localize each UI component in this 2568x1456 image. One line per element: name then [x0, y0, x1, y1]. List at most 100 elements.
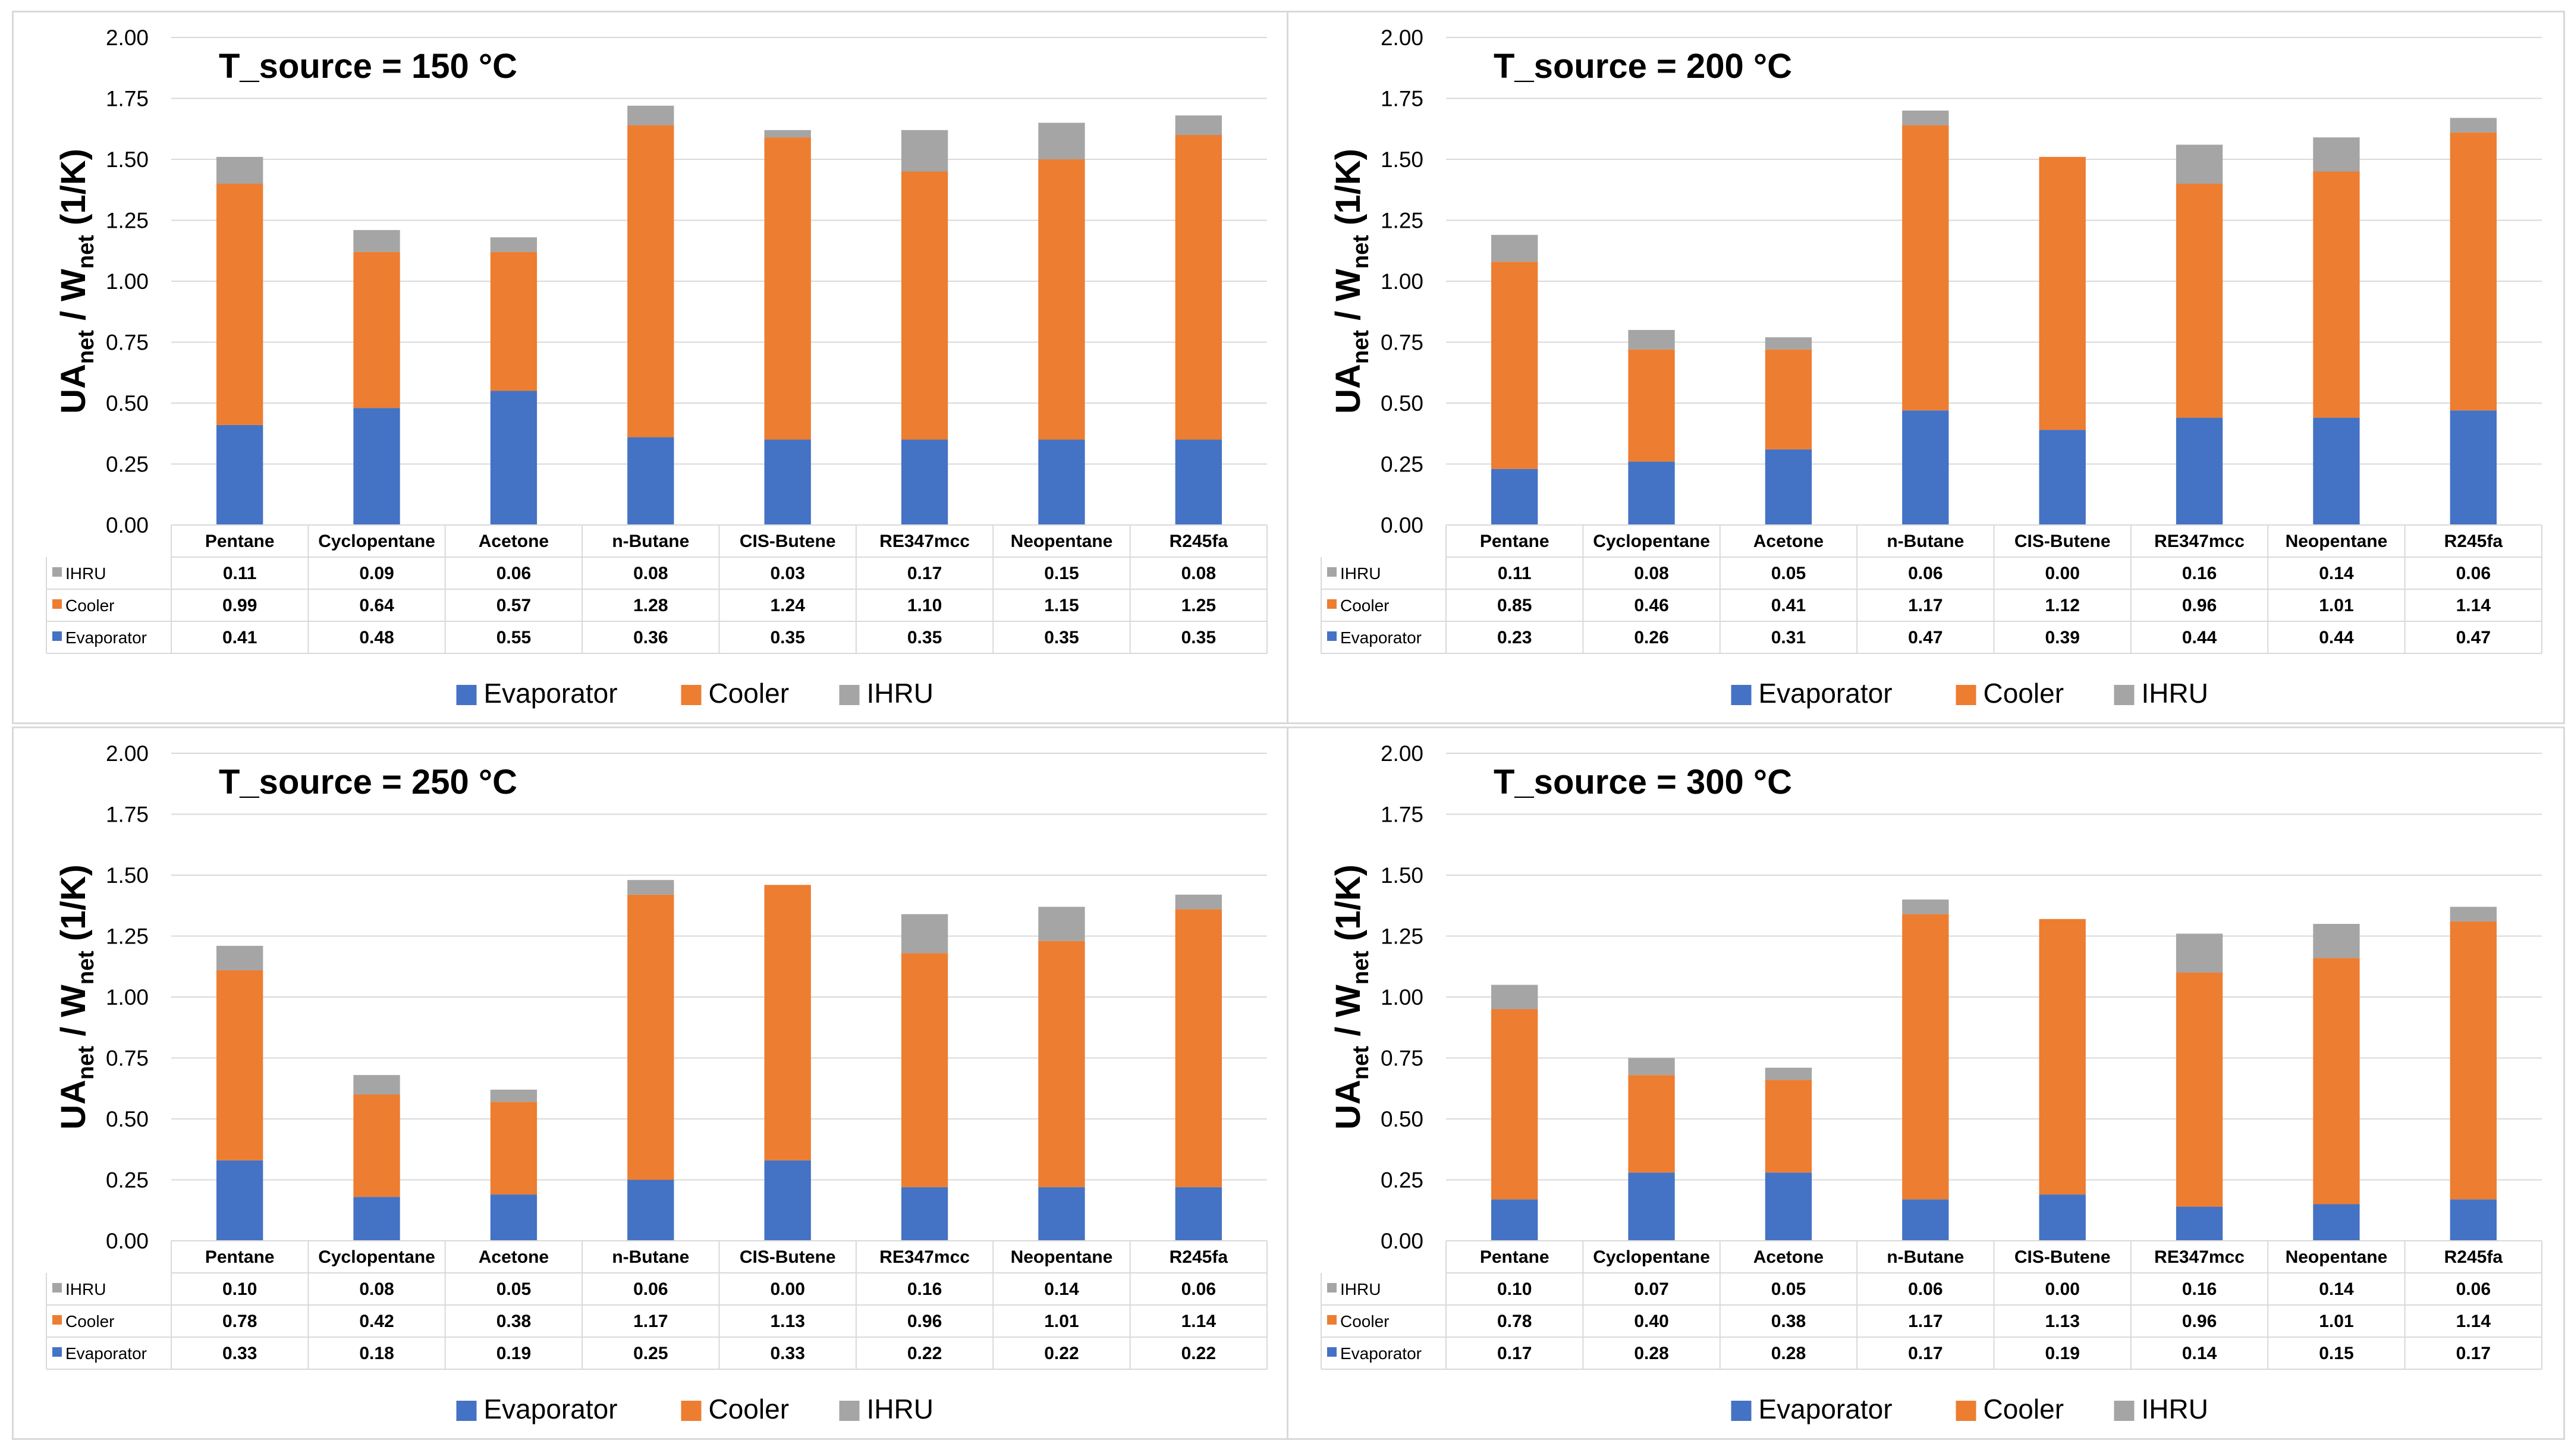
- table-cell: 0.16: [2182, 564, 2217, 583]
- table-cell: 0.10: [222, 1279, 257, 1299]
- legend-swatch-ihru: [839, 1401, 860, 1421]
- chart-panel-250: 0.00 0.25 0.50 0.75 1.00 1.25 1.50 1.75 2.00 Pent…: [12, 727, 1290, 1440]
- y-tick-label: 1.00: [106, 269, 149, 294]
- bar-cooler-cyclopentane: [1628, 349, 1675, 462]
- table-legend-key: [1327, 599, 1337, 609]
- y-axis-title: UAnet / Wnet (1/K): [1329, 864, 1373, 1130]
- bar-evaporator-pentane: [216, 424, 263, 525]
- y-axis-title-sub: net: [1349, 1046, 1373, 1080]
- table-row-label: Cooler: [1340, 596, 1389, 615]
- table-cell: 0.99: [222, 596, 257, 615]
- bar-cooler-acetone: [1765, 349, 1812, 449]
- table-cell: 0.14: [1044, 1279, 1079, 1299]
- x-category-label: Acetone: [479, 532, 549, 551]
- bar-evaporator-n-butane: [627, 1180, 674, 1241]
- bar-cooler-cis-butene: [764, 885, 811, 1161]
- bar-evaporator-cyclopentane: [353, 408, 400, 525]
- table-cell: 0.38: [496, 1312, 531, 1331]
- y-axis-title-unit: (1/K): [1329, 864, 1368, 951]
- bar-cooler-neopentane: [1038, 941, 1085, 1187]
- table-row-label: Cooler: [1340, 1312, 1389, 1331]
- y-axis-title-mid: / W: [1329, 985, 1368, 1046]
- stacked-bar-chart: 0.00 0.25 0.50 0.75 1.00 1.25 1.50 1.75 2.00 Pent…: [46, 26, 1268, 709]
- x-category-label: Cyclopentane: [318, 532, 435, 551]
- x-category-label: Pentane: [205, 532, 275, 551]
- table-cell: 0.96: [907, 1312, 942, 1331]
- table-cell: 0.15: [1044, 564, 1079, 583]
- legend-label: Evaporator: [1759, 1394, 1893, 1424]
- table-cell: 0.96: [2182, 596, 2217, 615]
- table-cell: 1.01: [1044, 1312, 1079, 1331]
- legend-label: IHRU: [867, 678, 933, 709]
- table-legend-key: [1327, 631, 1337, 641]
- x-category-label: R245fa: [1170, 1247, 1228, 1267]
- bar-ihru-n-butane: [627, 880, 674, 895]
- table-row-label: Cooler: [65, 596, 114, 615]
- x-category-label: RE347mcc: [879, 532, 970, 551]
- table-cell: 1.17: [633, 1312, 668, 1331]
- y-axis-title-sub: net: [1349, 330, 1373, 364]
- bar-evaporator-cis-butene: [764, 1160, 811, 1241]
- bar-cooler-neopentane: [2313, 171, 2360, 418]
- table-cell: 0.18: [359, 1344, 394, 1363]
- table-cell: 0.11: [223, 564, 257, 583]
- y-tick-label: 1.75: [1381, 803, 1423, 827]
- bar-ihru-n-butane: [627, 105, 674, 125]
- bar-cooler-re347mcc: [2176, 973, 2223, 1207]
- y-axis-title-sub: net: [74, 951, 99, 985]
- chart-panel-150: 0.00 0.25 0.50 0.75 1.00 1.25 1.50 1.75 2.00 Pent…: [12, 11, 1290, 724]
- bar-cooler-acetone: [490, 251, 538, 391]
- bar-cooler-acetone: [490, 1102, 538, 1195]
- bar-ihru-pentane: [216, 156, 263, 184]
- chart-title: T_source = 300 °C: [1494, 763, 1792, 801]
- table-cell: 0.08: [633, 564, 668, 583]
- table-cell: 0.33: [770, 1344, 804, 1363]
- table-row-label: Evaporator: [1340, 1344, 1422, 1363]
- table-cell: 0.31: [1771, 628, 1806, 647]
- table-cell: 0.16: [907, 1279, 942, 1299]
- legend-swatch-evaporator: [1731, 1401, 1752, 1421]
- bar-ihru-r245fa: [1175, 894, 1222, 910]
- table-cell: 0.06: [496, 564, 531, 583]
- y-tick-label: 1.50: [1381, 863, 1423, 888]
- table-cell: 0.06: [2456, 1279, 2491, 1299]
- x-category-label: n-Butane: [612, 1247, 689, 1267]
- table-cell: 0.08: [1181, 564, 1216, 583]
- y-tick-label: 1.25: [106, 209, 149, 233]
- x-category-label: Pentane: [1480, 1247, 1549, 1267]
- legend-swatch-cooler: [1956, 685, 1976, 705]
- bar-ihru-cyclopentane: [1628, 1058, 1675, 1076]
- bar-evaporator-acetone: [1765, 1172, 1812, 1241]
- table-cell: 0.35: [907, 628, 942, 647]
- x-category-label: Neopentane: [1011, 532, 1113, 551]
- y-tick-label: 0.25: [106, 452, 149, 477]
- x-category-label: Pentane: [1480, 532, 1549, 551]
- legend-label: Cooler: [1984, 678, 2064, 709]
- table-cell: 0.22: [1044, 1344, 1079, 1363]
- table-cell: 0.78: [1497, 1312, 1532, 1331]
- x-category-label: RE347mcc: [2154, 1247, 2245, 1267]
- table-cell: 0.07: [1634, 1279, 1668, 1299]
- table-cell: 0.00: [2045, 1279, 2079, 1299]
- bar-cooler-n-butane: [627, 894, 674, 1180]
- bar-ihru-r245fa: [1175, 115, 1222, 135]
- table-legend-key: [52, 1315, 62, 1325]
- y-axis-title-sub: net: [74, 330, 99, 364]
- bar-evaporator-cis-butene: [2039, 1194, 2086, 1241]
- y-tick-label: 0.25: [106, 1168, 149, 1193]
- bar-ihru-cyclopentane: [353, 1075, 400, 1095]
- table-legend-key: [1327, 1347, 1337, 1357]
- bar-cooler-acetone: [1765, 1080, 1812, 1173]
- table-cell: 0.44: [2319, 628, 2354, 647]
- table-cell: 0.17: [1908, 1344, 1942, 1363]
- x-category-label: Acetone: [479, 1247, 549, 1267]
- x-category-label: Cyclopentane: [1593, 1247, 1710, 1267]
- table-cell: 0.05: [1771, 564, 1806, 583]
- bar-evaporator-n-butane: [627, 437, 674, 525]
- table-cell: 0.28: [1771, 1344, 1806, 1363]
- legend-swatch-evaporator: [456, 685, 477, 705]
- table-cell: 0.38: [1771, 1312, 1806, 1331]
- table-cell: 0.22: [1181, 1344, 1216, 1363]
- table-legend-key: [1327, 567, 1337, 577]
- y-tick-label: 1.25: [106, 924, 149, 949]
